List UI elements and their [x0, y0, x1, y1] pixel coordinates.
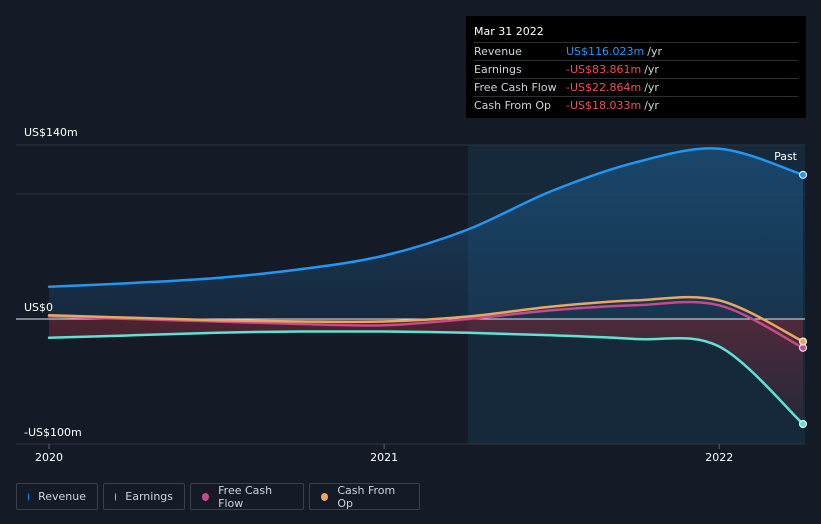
chart-legend: Revenue Earnings Free Cash Flow Cash Fro…: [16, 483, 420, 510]
tooltip-row-free-cash-flow: Free Cash Flow -US$22.864m /yr: [474, 78, 798, 96]
tooltip: Mar 31 2022 Revenue US$116.023m /yr Earn…: [466, 16, 806, 118]
legend-item-earnings[interactable]: Earnings: [103, 483, 185, 510]
past-label: Past: [774, 150, 798, 163]
tooltip-label: Cash From Op: [474, 99, 552, 112]
tooltip-label: Earnings: [474, 63, 522, 76]
legend-item-revenue[interactable]: Revenue: [16, 483, 98, 510]
tooltip-value: -US$18.033m: [566, 99, 642, 112]
tooltip-unit: /yr: [647, 45, 662, 58]
x-tick-label: 2022: [705, 451, 733, 464]
tooltip-unit: /yr: [644, 81, 659, 94]
legend-label: Cash From Op: [337, 483, 396, 510]
tooltip-row-revenue: Revenue US$116.023m /yr: [474, 42, 798, 60]
legend-item-free-cash-flow[interactable]: Free Cash Flow: [190, 483, 304, 510]
tooltip-unit: /yr: [644, 63, 659, 76]
legend-label: Revenue: [38, 490, 86, 503]
tooltip-date: Mar 31 2022: [474, 25, 544, 38]
free-cash-flow-dot-icon: [202, 492, 210, 501]
tooltip-unit: /yr: [644, 99, 659, 112]
earnings-line: [47, 330, 805, 426]
tooltip-row-earnings: Earnings -US$83.861m /yr: [474, 60, 798, 78]
x-tick-label: 2021: [370, 451, 398, 464]
y-axis-top-label: US$140m: [24, 126, 78, 139]
tooltip-value: -US$83.861m: [566, 63, 642, 76]
revenue-end-point: [799, 170, 807, 179]
cash-from-op-line: [47, 295, 805, 343]
revenue-dot-icon: [28, 492, 30, 501]
tooltip-row-cash-from-op: Cash From Op -US$18.033m /yr: [474, 96, 798, 114]
earnings-dot-icon: [115, 492, 117, 501]
tooltip-value: -US$22.864m: [566, 81, 642, 94]
legend-label: Free Cash Flow: [218, 483, 273, 510]
legend-item-cash-from-op[interactable]: Cash From Op: [309, 483, 420, 510]
legend-label: Earnings: [125, 490, 173, 503]
y-axis-bottom-label: -US$100m: [24, 426, 82, 439]
x-tick-label: 2020: [35, 451, 63, 464]
revenue-area: [49, 148, 803, 319]
y-axis-zero-label: US$0: [24, 301, 53, 314]
tooltip-label: Free Cash Flow: [474, 81, 557, 94]
tooltip-label: Revenue: [474, 45, 522, 58]
earnings-end-point: [799, 420, 807, 428]
cash-from-op-dot-icon: [321, 492, 329, 501]
tooltip-value: US$116.023m: [566, 45, 645, 58]
cash-from-op-end-point: [799, 337, 807, 346]
revenue-line: [47, 147, 805, 288]
negative-area: [49, 319, 803, 424]
